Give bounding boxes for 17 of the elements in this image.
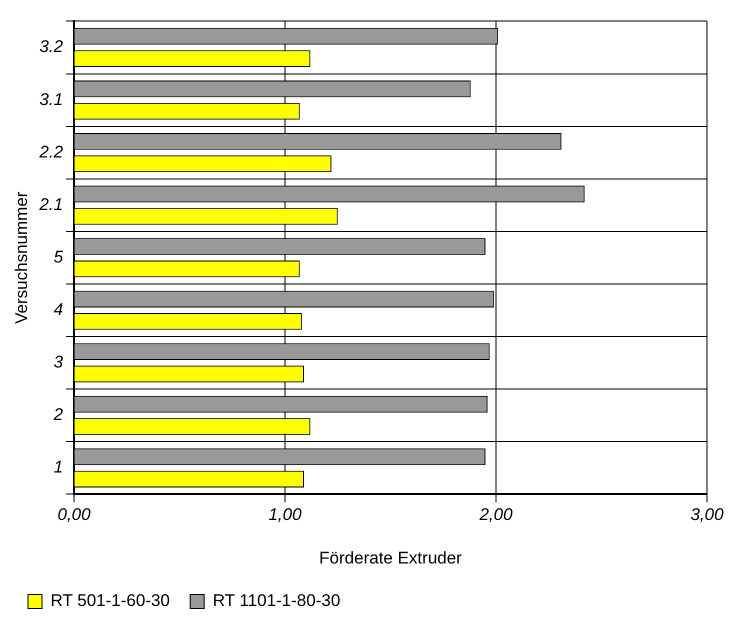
x-tick-label: 1,00: [268, 505, 302, 524]
y-tick-label: 2.2: [38, 142, 64, 162]
y-axis-title: Versuchsnummer: [12, 191, 31, 324]
y-tick-label: 2.1: [38, 194, 64, 214]
x-tick-label: 3,00: [690, 505, 724, 524]
y-tick-label: 4: [54, 300, 64, 319]
y-tick-label: 1: [54, 458, 64, 477]
y-tick-label: 2: [52, 405, 64, 424]
x-axis-title: Förderate Extruder: [319, 548, 462, 568]
y-tick-label: 3.2: [39, 37, 64, 56]
y-tick-label: 3: [54, 352, 64, 372]
x-tick-label: 2,00: [478, 505, 514, 524]
y-tick-label: 3.1: [39, 90, 64, 109]
legend-label: RT 501-1-60-30: [50, 591, 170, 610]
x-tick-label: 0,00: [57, 505, 92, 524]
legend-label: RT 1101-1-80-30: [212, 591, 340, 610]
y-tick-label: 5: [54, 247, 64, 266]
